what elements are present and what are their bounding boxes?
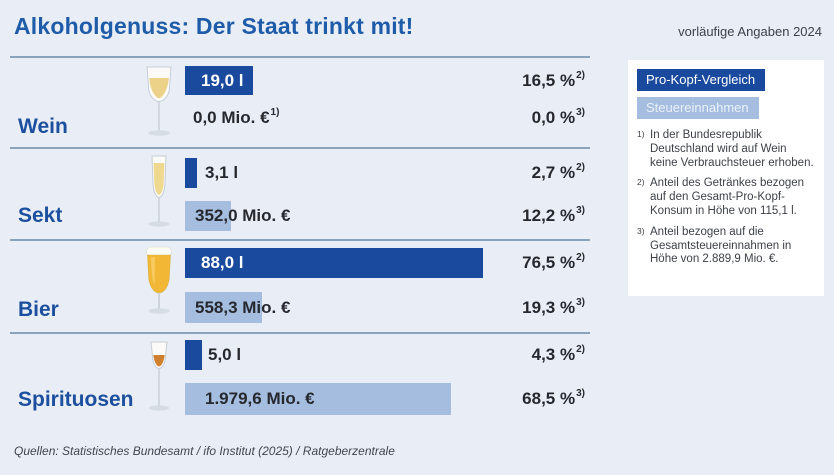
legend-item-steuereinnahmen: Steuereinnahmen bbox=[637, 97, 759, 119]
per-capita-bar bbox=[185, 340, 202, 370]
tax-revenue-value: 352,0 Mio. € bbox=[195, 206, 291, 225]
share-of-tax: 19,3 %3) bbox=[522, 296, 585, 317]
share-of-consumption: 76,5 %2) bbox=[522, 252, 585, 272]
champagne-flute-icon bbox=[132, 153, 186, 237]
tax-revenue-bar bbox=[185, 201, 231, 231]
spirits-glass-icon bbox=[132, 338, 186, 422]
row-separator bbox=[10, 147, 590, 149]
category-row-wein: Wein 19,0 l 16,5 %2) 0,0 Mio. €1) 0,0 %3… bbox=[10, 60, 620, 148]
category-label: Bier bbox=[18, 298, 59, 321]
tax-revenue-value: 558,3 Mio. € bbox=[195, 297, 291, 317]
beer-glass-icon bbox=[132, 245, 186, 329]
sources-line: Quellen: Statistisches Bundesamt / ifo I… bbox=[14, 444, 395, 458]
share-of-tax: 0,0 %3) bbox=[531, 107, 585, 127]
share-of-consumption: 2,7 %2) bbox=[531, 162, 585, 182]
tax-revenue-bar bbox=[185, 383, 451, 415]
per-capita-value: 88,0 l bbox=[201, 253, 244, 272]
category-row-spirituosen: Spirituosen 5,0 l 4,3 %2) 1.979,6 Mio. €… bbox=[10, 335, 620, 430]
page-title: Alkoholgenuss: Der Staat trinkt mit! bbox=[14, 13, 414, 39]
category-row-bier: Bier 88,0 l 76,5 %2) 558,3 Mio. € 19,3 %… bbox=[10, 242, 620, 333]
title-separator bbox=[10, 56, 590, 58]
category-label: Spirituosen bbox=[18, 388, 134, 411]
footnote-1: 1) In der Bundesrepublik Deutschland wir… bbox=[637, 129, 814, 169]
share-of-consumption: 4,3 %2) bbox=[531, 344, 585, 364]
per-capita-bar bbox=[185, 66, 253, 95]
per-capita-value: 3,1 l bbox=[205, 163, 239, 182]
legend-footnotes-panel: Pro-Kopf-Vergleich Steuereinnahmen 1) In… bbox=[628, 60, 824, 296]
tax-revenue-bar bbox=[185, 292, 262, 323]
footnote-3: 3) Anteil bezogen auf die Gesamtsteuerei… bbox=[637, 225, 792, 266]
legend-item-pro-kopf-vergleich: Pro-Kopf-Vergleich bbox=[637, 69, 766, 91]
per-capita-value: 19,0 l bbox=[201, 70, 244, 90]
category-label: Wein bbox=[18, 115, 68, 138]
wine-glass-icon bbox=[132, 63, 186, 147]
category-row-sekt: Sekt 3,1 l 2,7 %2) 352,0 Mio. € 12,2 %3) bbox=[10, 150, 620, 240]
footnote-2: 2) Anteil des Getränkes bezogen auf den … bbox=[637, 177, 805, 217]
per-capita-value: 5,0 l bbox=[208, 345, 242, 364]
share-of-consumption: 16,5 %2) bbox=[522, 69, 585, 90]
preliminary-note: vorläufige Angaben 2024 bbox=[678, 24, 822, 39]
per-capita-bar bbox=[185, 158, 197, 188]
share-of-tax: 68,5 %3) bbox=[522, 388, 585, 408]
share-of-tax: 12,2 %3) bbox=[522, 205, 585, 225]
row-separator bbox=[10, 239, 590, 241]
per-capita-bar bbox=[185, 248, 483, 278]
category-label: Sekt bbox=[18, 204, 63, 227]
row-separator bbox=[10, 332, 590, 334]
footnotes: 1) In der Bundesrepublik Deutschland wir… bbox=[628, 119, 824, 267]
tax-revenue-value: 1.979,6 Mio. € bbox=[205, 389, 315, 408]
tax-revenue-value: 0,0 Mio. €1) bbox=[193, 107, 280, 127]
